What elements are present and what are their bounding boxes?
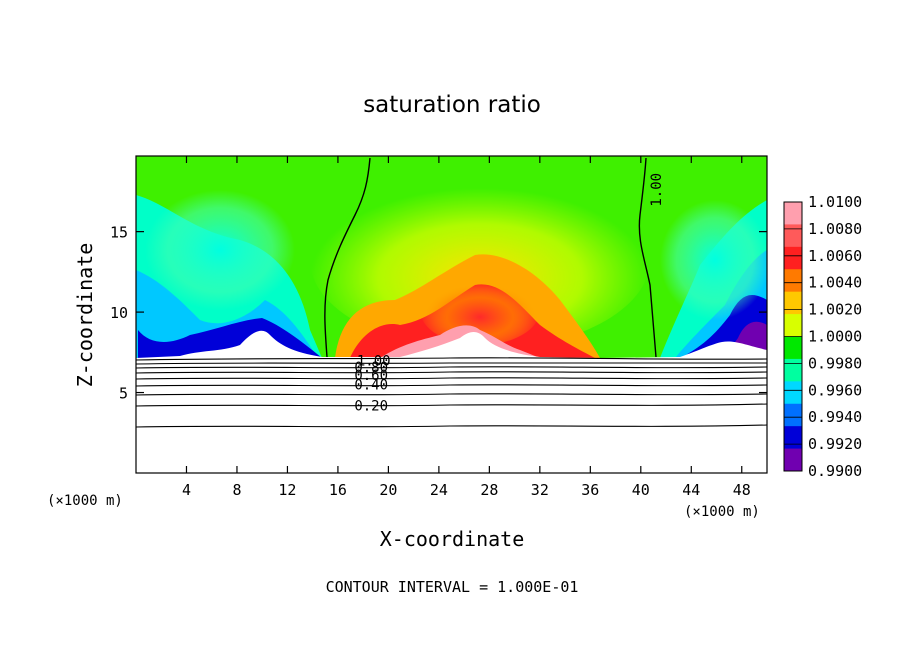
colorbar-swatch — [784, 426, 802, 450]
left-cyan-core — [145, 190, 295, 310]
contour-line — [136, 366, 767, 369]
right-cyan-core — [660, 200, 767, 320]
x-axis-label: X-coordinate — [380, 527, 525, 551]
colorbar-swatch — [784, 291, 802, 315]
colorbar-label: 1.0080 — [808, 220, 862, 238]
colorbar: 1.0100 1.0080 1.0060 1.0040 1.0020 1.0000 0.99… — [783, 193, 862, 480]
plot-frame — [135, 155, 768, 474]
colorbar-label: 1.0100 — [808, 193, 862, 211]
x-tick-label: 24 — [430, 481, 448, 499]
plot-area — [136, 156, 767, 473]
x-unit-label: (×1000 m) — [47, 493, 123, 509]
x-tick-label: 40 — [632, 481, 650, 499]
x-tick-label: 4 — [182, 481, 191, 499]
y-tick-label: 5 — [119, 385, 128, 403]
x-axis-ticks: 4 8 12 16 20 24 28 32 36 40 44 48 — [182, 156, 751, 499]
contour-line-1.00-left — [324, 157, 371, 358]
colorbar-swatch — [784, 202, 802, 225]
colorbar-label: 0.9980 — [808, 354, 862, 372]
y-axis-ticks: 5 10 15 — [110, 224, 767, 403]
colorbar-swatch — [784, 403, 802, 427]
central-red-core — [420, 275, 540, 345]
contour-line — [136, 403, 767, 407]
colorbar-swatch — [784, 358, 802, 382]
x-tick-label: 48 — [733, 481, 751, 499]
colorbar-label: 0.9920 — [808, 435, 862, 453]
contour-line — [136, 362, 767, 365]
contour-labels: 1.000.800.600.400.201.00 — [354, 173, 665, 414]
contour-line — [136, 393, 767, 396]
contour-line — [136, 384, 767, 387]
contour-interval-note: CONTOUR INTERVAL = 1.000E-01 — [326, 578, 579, 596]
x-tick-label: 32 — [531, 481, 549, 499]
x-tick-label: 36 — [581, 481, 599, 499]
terrain-mask — [136, 330, 767, 473]
colorbar-swatch — [784, 224, 802, 248]
colorbar-label: 0.9960 — [808, 381, 862, 399]
x-tick-label: 16 — [329, 481, 347, 499]
colorbar-swatch — [784, 269, 802, 293]
contour-label: 0.80 — [354, 360, 388, 376]
x-unit-label-right: (×1000 m) — [684, 504, 760, 520]
x-tick-label: 28 — [480, 481, 498, 499]
contour-line-1.00-right — [638, 157, 657, 358]
colorbar-swatch — [784, 314, 802, 337]
colorbar-swatch — [784, 336, 802, 360]
contour-label: 1.00 — [649, 173, 665, 207]
contour-label: 0.60 — [354, 368, 388, 384]
contour-line — [136, 357, 767, 361]
contour-label: 0.20 — [354, 398, 388, 414]
colorbar-label: 1.0040 — [808, 274, 862, 292]
y-axis-label: Z-coordinate — [73, 243, 97, 388]
x-tick-label: 12 — [278, 481, 296, 499]
x-tick-label: 44 — [682, 481, 700, 499]
contour-line — [136, 424, 767, 428]
colorbar-swatch — [784, 448, 802, 472]
colorbar-swatch — [784, 246, 802, 270]
contour-label: 0.40 — [354, 377, 388, 393]
colorbar-swatch — [784, 381, 802, 405]
y-tick-label: 15 — [110, 224, 128, 242]
colorbar-label: 0.9900 — [808, 462, 862, 480]
contour-line — [136, 371, 767, 374]
y-tick-label: 10 — [110, 304, 128, 322]
colorbar-label: 0.9940 — [808, 408, 862, 426]
colorbar-label: 1.0060 — [808, 247, 862, 265]
x-tick-label: 8 — [232, 481, 241, 499]
colorbar-label: 1.0020 — [808, 301, 862, 319]
chart-title: saturation ratio — [363, 92, 541, 118]
contour-label: 1.00 — [357, 353, 391, 369]
x-tick-label: 20 — [379, 481, 397, 499]
colorbar-label: 1.0000 — [808, 328, 862, 346]
contour-line — [136, 377, 767, 380]
stratified-contours — [136, 357, 767, 428]
